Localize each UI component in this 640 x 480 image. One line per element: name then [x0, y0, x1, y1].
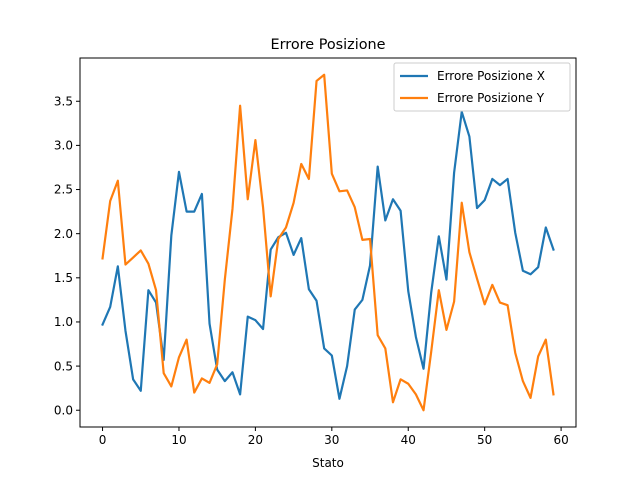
y-tick-label: 1.5 [54, 271, 73, 285]
y-tick-label: 0.5 [54, 359, 73, 373]
legend: Errore Posizione X Errore Posizione Y [393, 62, 571, 112]
series-line-x [101, 110, 555, 400]
axes: 0 10 20 30 40 50 60 0.0 0.5 1.0 1.5 2.0 2.5 3.0 3.5 [54, 57, 577, 447]
axes-frame [79, 57, 577, 428]
y-tick-label: 3.0 [54, 139, 73, 153]
y-tick-label: 2.5 [54, 183, 73, 197]
chart-title: Errore Posizione [271, 37, 386, 53]
x-tick-label: 20 [248, 433, 263, 447]
series-line-y [101, 73, 555, 412]
legend-label: Errore Posizione Y [437, 91, 545, 105]
x-tick-label: 10 [171, 433, 186, 447]
y-tick-label: 0.0 [54, 403, 73, 417]
x-axis-label: Stato [312, 456, 344, 470]
legend-box [393, 62, 571, 112]
y-tick-label: 1.0 [54, 315, 73, 329]
x-tick-label: 0 [99, 433, 107, 447]
legend-label: Errore Posizione X [437, 69, 545, 83]
x-tick-label: 40 [401, 433, 416, 447]
plot-area [101, 73, 555, 412]
x-tick-label: 30 [324, 433, 339, 447]
y-tick-label: 2.0 [54, 227, 73, 241]
y-tick-label: 3.5 [54, 94, 73, 108]
x-tick-label: 50 [477, 433, 492, 447]
x-tick-label: 60 [553, 433, 568, 447]
